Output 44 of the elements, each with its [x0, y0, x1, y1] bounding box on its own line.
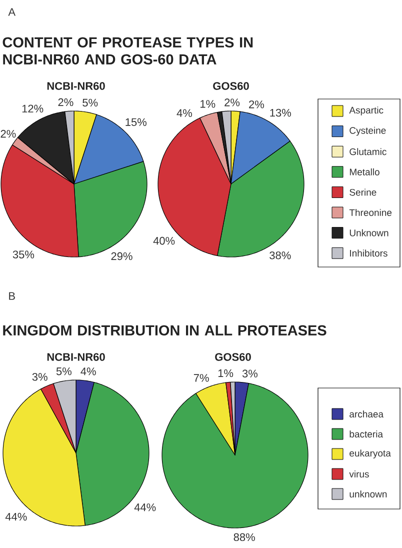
data-label: 4%: [176, 109, 192, 117]
data-label: 88%: [234, 533, 255, 542]
chart-subtitle: NCBI-NR60: [47, 82, 105, 90]
legend-label: unknown: [350, 490, 387, 498]
legend-label: Glutamic: [350, 148, 386, 156]
data-label: 7%: [194, 374, 209, 382]
legend-label: archaea: [350, 410, 384, 418]
chart-subtitle: NCBI-NR60: [47, 353, 105, 361]
chart-subtitle: GOS60: [213, 82, 249, 90]
data-label: 12%: [22, 104, 44, 112]
legend-label: Aspartic: [349, 106, 384, 116]
chart-title: KINGDOM DISTRIBUTION IN ALL PROTEASES: [3, 325, 326, 336]
data-label: 29%: [111, 252, 132, 260]
data-label: 4%: [80, 368, 96, 376]
legend-label: Metallo: [350, 168, 380, 176]
legend-label: Threonine: [349, 209, 392, 216]
data-label: 13%: [270, 108, 291, 117]
data-label: 3%: [242, 370, 258, 378]
legend-label: Cysteine: [350, 126, 386, 136]
legend-label: virus: [349, 470, 369, 478]
data-label: 3%: [32, 372, 48, 381]
chart-subtitle: GOS60: [215, 353, 251, 361]
data-label: 44%: [134, 503, 156, 512]
data-label: 1%: [200, 100, 216, 108]
legend-label: Inhibitors: [350, 250, 388, 257]
legend-label: Unknown: [350, 229, 388, 236]
legend-label: eukaryota: [350, 450, 391, 458]
chart-title: CONTENT OF PROTEASE TYPES IN NCBI-NR60 AND GOS-60 DATA: [2, 37, 253, 64]
data-label: 2%: [0, 130, 16, 138]
data-label: 5%: [82, 98, 98, 107]
data-label: 15%: [126, 118, 147, 126]
data-label: 5%: [56, 367, 72, 376]
data-label: 40%: [153, 236, 175, 245]
data-label: 38%: [270, 251, 291, 260]
legend-label: bacteria: [350, 430, 383, 438]
data-label: 2%: [224, 98, 240, 106]
data-label: 44%: [5, 512, 27, 521]
data-label: 2%: [58, 98, 74, 106]
legend-label: Serine: [350, 188, 376, 196]
data-label: 2%: [249, 100, 264, 108]
text: A: [8, 8, 16, 16]
data-label: 1%: [218, 369, 234, 378]
text: B: [9, 292, 15, 300]
data-label: 35%: [12, 250, 34, 258]
